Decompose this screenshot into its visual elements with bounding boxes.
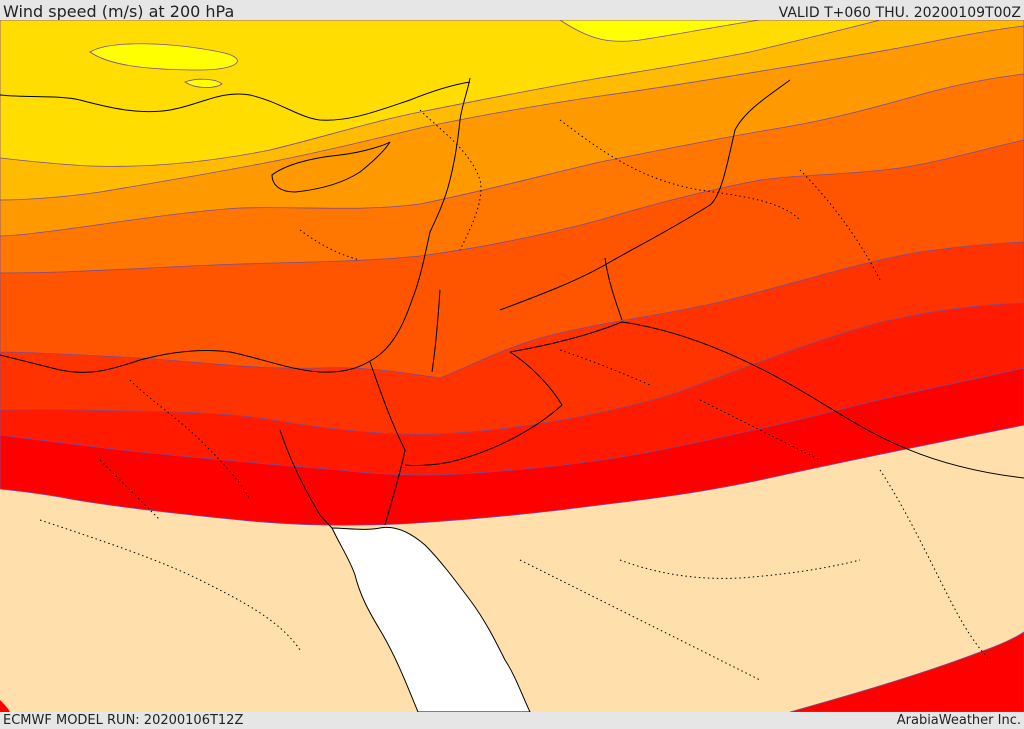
model-run-label: ECMWF MODEL RUN: 20200106T12Z — [3, 713, 244, 728]
map-footer: ECMWF MODEL RUN: 20200106T12Z ArabiaWeat… — [0, 712, 1024, 729]
national-borders — [279, 79, 1024, 529]
map-header: Wind speed (m/s) at 200 hPa VALID T+060 … — [0, 0, 1024, 21]
credit-label: ArabiaWeather Inc. — [896, 713, 1021, 728]
red-sea — [331, 526, 531, 712]
map-title: Wind speed (m/s) at 200 hPa — [3, 2, 235, 21]
wind-speed-map — [0, 20, 1024, 712]
band-1-north-small — [184, 78, 223, 88]
band-1 — [559, 20, 761, 42]
band-9-southwest — [0, 700, 10, 712]
band-1-north — [89, 43, 238, 71]
internal-borders — [39, 109, 991, 681]
coastline-turkey — [0, 81, 471, 121]
coastline-cyprus — [271, 141, 391, 193]
valid-time-label: VALID T+060 THU. 20200109T00Z — [778, 5, 1021, 21]
band-9-southeast — [789, 631, 1024, 712]
coastline — [0, 77, 471, 373]
